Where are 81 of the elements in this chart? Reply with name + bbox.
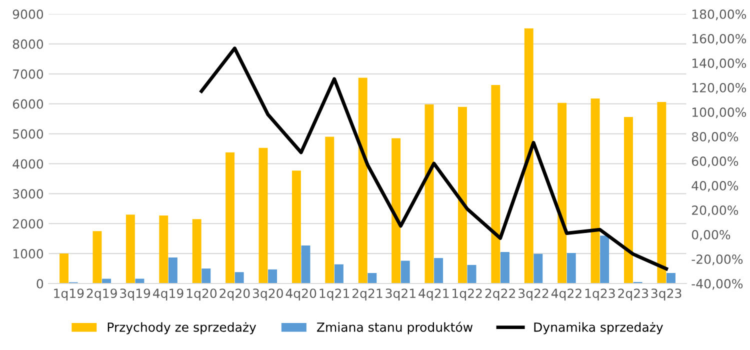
x-tick-label: 1q20 — [186, 288, 217, 300]
x-tick-label: 1q21 — [320, 288, 350, 300]
bar — [558, 102, 567, 284]
y-tick-label: 5000 — [13, 129, 44, 139]
bar — [467, 264, 476, 284]
x-tick-label: 3q21 — [386, 288, 416, 300]
y-tick-label: 9000 — [12, 9, 44, 19]
bar — [500, 252, 510, 284]
y-tick-label: 1000 — [13, 249, 44, 258]
x-tick-label: 2q21 — [352, 288, 382, 300]
x-tick-label: 1q19 — [54, 288, 84, 300]
y2-tick-label: 120,00% — [692, 82, 746, 94]
bar — [666, 273, 676, 284]
bar — [624, 117, 633, 284]
y2-tick-label: 0,00% — [692, 230, 730, 241]
bar — [102, 278, 112, 284]
y2-tick-label: -20,00% — [692, 254, 743, 266]
legend-label: Dynamika sprzedaży — [534, 322, 663, 334]
x-tick-label: 2q19 — [86, 288, 117, 300]
x-tick-label: 3q19 — [120, 288, 150, 300]
y2-tick-label: 160,00% — [692, 34, 746, 45]
x-tick-label: 2q23 — [618, 288, 648, 300]
x-tick-label: 2q20 — [220, 288, 250, 300]
bar — [392, 138, 401, 284]
bar — [368, 273, 377, 284]
bar — [226, 152, 235, 284]
bar — [202, 268, 211, 284]
bar — [657, 102, 666, 284]
bar — [334, 264, 344, 284]
x-tick-label: 3q20 — [252, 288, 283, 300]
bar — [292, 170, 301, 284]
y2-tick-label: 180,00% — [692, 9, 746, 20]
bar — [268, 269, 278, 284]
bar — [159, 216, 168, 284]
x-tick-label: 4q22 — [551, 288, 582, 300]
y2-tick-label: 60,00% — [692, 156, 738, 168]
y2-tick-label: 140,00% — [692, 58, 746, 70]
y2-tick-label: 40,00% — [692, 180, 738, 192]
bar — [491, 84, 500, 284]
y-tick-label: 2000 — [12, 219, 44, 229]
x-tick-label: 1q22 — [452, 288, 482, 300]
y-tick-label: 6000 — [12, 99, 44, 109]
x-tick-label: 4q21 — [418, 288, 449, 300]
bar — [566, 252, 576, 284]
y-tick-label: 0 — [36, 278, 44, 288]
bar — [168, 257, 178, 284]
bar — [524, 28, 534, 284]
bar — [534, 254, 543, 284]
y-tick-label: 8000 — [12, 39, 44, 49]
bar — [590, 98, 600, 284]
y2-tick-label: 20,00% — [692, 205, 738, 216]
bar — [325, 136, 334, 284]
bar — [60, 254, 69, 284]
bar — [458, 106, 467, 284]
y2-tick-label: 80,00% — [692, 132, 738, 143]
x-tick-label: 3q22 — [518, 288, 548, 300]
bar — [600, 236, 610, 284]
bar — [135, 278, 144, 284]
bar — [301, 245, 310, 284]
legend-label: Przychody ze sprzedaży — [108, 322, 256, 334]
bar — [400, 260, 410, 284]
bar — [92, 231, 102, 284]
bar — [258, 148, 268, 284]
bar — [126, 214, 135, 284]
x-tick-label: 3q23 — [651, 288, 682, 300]
y-tick-label: 4000 — [12, 159, 44, 169]
x-tick-label: 1q23 — [585, 288, 615, 300]
x-tick-label: 2q22 — [485, 288, 515, 300]
y2-tick-label: -40,00% — [692, 278, 743, 290]
x-tick-label: 4q19 — [152, 288, 184, 300]
legend-label: Zmiana stanu produktów — [316, 322, 473, 334]
x-tick-label: 4q20 — [286, 288, 316, 300]
bar — [358, 78, 368, 284]
y2-tick-label: 100,00% — [692, 107, 746, 118]
bar — [424, 104, 434, 284]
bar — [192, 219, 202, 284]
line-series — [200, 46, 668, 271]
bar — [434, 258, 444, 284]
bar — [234, 272, 244, 284]
y-tick-label: 3000 — [13, 189, 44, 199]
y-tick-label: 7000 — [13, 69, 44, 79]
